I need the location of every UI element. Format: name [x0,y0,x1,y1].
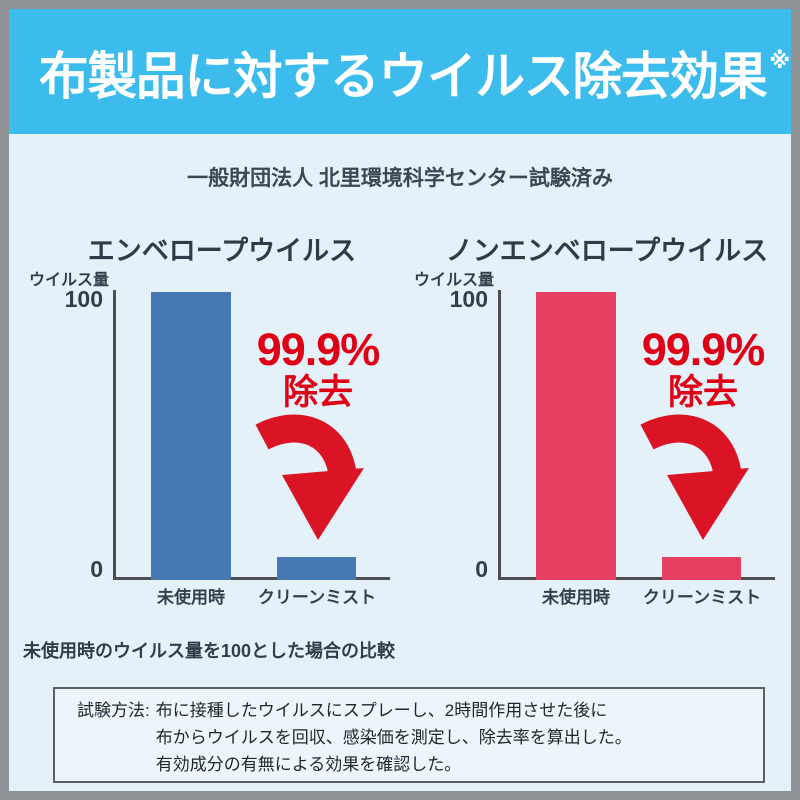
comparison-footnote: 未使用時のウイルス量を100とした場合の比較 [23,641,396,661]
x-axis-line [498,577,775,580]
reference-mark: ※ [769,47,790,73]
page-title: 布製品に対するウイルス除去効果 ※ [39,35,790,109]
bar-unused [151,292,231,580]
method-line-2: 布からウイルスを回収、感染価を測定し、除去率を算出した。 [155,728,632,747]
y-axis-label: ウイルス量 [29,272,110,289]
x-axis-line [113,577,390,580]
removal-label: 除去 [282,373,353,412]
curved-down-arrow-icon [640,414,749,540]
method-label: 試験方法: [77,701,150,720]
y-axis-label: ウイルス量 [414,272,495,289]
curved-down-arrow-icon [255,414,364,540]
x-label-unused: 未使用時 [157,588,225,607]
bar-clean-mist [662,557,741,580]
bar-clean-mist [277,557,356,580]
x-label-clean-mist: クリーンミスト [257,588,377,607]
removal-label: 除去 [667,373,738,412]
chart-enveloped-virus: エンベロープウイルス ウイルス量 100 0 未使用時 クリーンミスト 99.9… [17,224,399,622]
test-method-box: 試験方法: 布に接種したウイルスにスプレーし、2時間作用させた後に 布からウイル… [53,687,765,783]
y-tick-100: 100 [64,286,103,312]
test-lab-subtitle: 一般財団法人 北里環境科学センター試験済み [187,167,613,190]
method-line-3: 有効成分の有無による効果を確認した。 [155,755,462,774]
removal-percentage: 99.9% [641,324,766,375]
x-label-clean-mist: クリーンミスト [642,588,762,607]
x-label-unused: 未使用時 [542,588,610,607]
removal-percentage: 99.9% [256,324,381,375]
removal-callout: 99.9% 除去 [212,327,424,413]
header-banner: 布製品に対するウイルス除去効果 ※ [9,9,791,134]
method-description: 布に接種したウイルスにスプレーし、2時間作用させた後に 布からウイルスを回収、感… [156,697,632,781]
chart-non-enveloped-virus: ノンエンベロープウイルス ウイルス量 100 0 未使用時 クリーンミスト 99… [402,224,784,622]
chart-title: ノンエンベロープウイルス [445,236,769,266]
page-title-text: 布製品に対するウイルス除去効果 [39,47,767,105]
y-axis-line [113,290,116,580]
bar-unused [536,292,616,580]
y-tick-0: 0 [475,556,488,582]
chart-title: エンベロープウイルス [87,236,357,266]
y-tick-100: 100 [449,286,488,312]
y-tick-0: 0 [90,556,103,582]
method-line-1: 布に接種したウイルスにスプレーし、2時間作用させた後に [155,701,608,720]
removal-callout: 99.9% 除去 [597,324,791,413]
y-axis-line [498,290,501,580]
